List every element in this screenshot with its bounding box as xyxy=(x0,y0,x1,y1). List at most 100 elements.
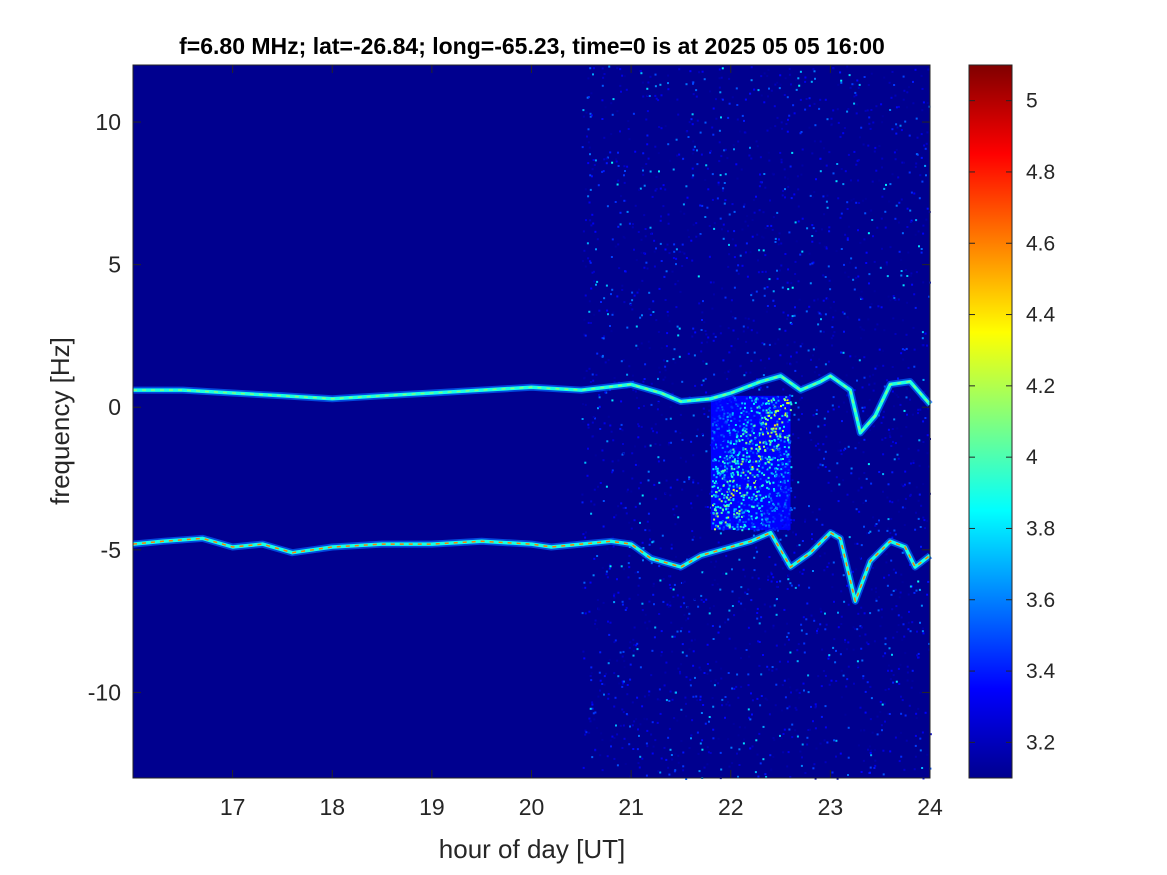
noise-speck xyxy=(722,223,725,226)
noise-speck xyxy=(915,717,918,720)
noise-speck xyxy=(584,334,587,337)
noise-speck xyxy=(727,618,730,621)
noise-speck xyxy=(762,758,765,761)
noise-speck xyxy=(621,747,624,749)
noise-speck xyxy=(925,218,928,221)
noise-speck xyxy=(731,590,734,593)
noise-speck xyxy=(860,486,863,489)
noise-speck xyxy=(685,460,687,463)
patch-speck xyxy=(716,427,719,430)
noise-speck xyxy=(764,254,767,257)
noise-speck xyxy=(699,131,702,134)
noise-speck xyxy=(892,636,895,639)
noise-speck xyxy=(692,82,694,85)
noise-speck xyxy=(878,519,880,522)
noise-speck xyxy=(793,413,796,416)
noise-speck xyxy=(899,124,902,127)
noise-speck xyxy=(824,98,827,101)
patch-speck xyxy=(786,436,789,439)
noise-speck xyxy=(824,363,827,366)
noise-speck xyxy=(768,713,771,716)
noise-speck xyxy=(920,604,923,607)
noise-speck xyxy=(617,225,620,228)
noise-speck xyxy=(612,439,615,442)
patch-speck xyxy=(712,459,715,462)
patch-speck xyxy=(768,503,770,506)
noise-speck xyxy=(852,500,855,503)
noise-speck xyxy=(685,130,688,133)
noise-speck xyxy=(891,70,894,73)
noise-speck xyxy=(693,598,696,601)
patch-speck xyxy=(788,434,791,437)
patch-speck xyxy=(754,498,757,501)
noise-speck xyxy=(710,393,713,395)
noise-speck xyxy=(659,187,662,190)
noise-speck xyxy=(874,328,877,331)
patch-speck xyxy=(727,458,730,461)
patch-speck xyxy=(723,476,726,479)
noise-speck xyxy=(619,130,621,133)
noise-speck xyxy=(786,622,789,625)
patch-speck xyxy=(712,401,715,404)
noise-speck xyxy=(644,228,647,230)
noise-speck xyxy=(839,653,842,656)
patch-speck xyxy=(721,425,724,428)
noise-speck xyxy=(779,74,782,77)
patch-speck xyxy=(738,437,741,440)
noise-speck xyxy=(591,701,594,704)
patch-speck xyxy=(723,412,726,415)
noise-speck xyxy=(921,627,924,630)
noise-speck xyxy=(624,609,627,611)
patch-speck xyxy=(759,441,762,444)
noise-speck xyxy=(691,167,694,170)
patch-speck xyxy=(722,469,724,472)
patch-speck xyxy=(743,413,745,416)
noise-speck xyxy=(837,405,840,408)
patch-speck xyxy=(785,526,788,528)
noise-speck xyxy=(871,731,874,734)
noise-speck xyxy=(654,626,657,629)
patch-speck xyxy=(790,403,793,406)
patch-speck xyxy=(766,524,769,527)
noise-speck xyxy=(856,79,859,82)
y-tick-label: 10 xyxy=(95,109,121,135)
noise-speck xyxy=(692,414,695,417)
noise-speck xyxy=(926,131,929,134)
noise-speck xyxy=(645,163,648,165)
noise-speck xyxy=(889,109,892,111)
patch-speck xyxy=(784,469,787,472)
noise-speck xyxy=(891,173,894,176)
noise-speck xyxy=(645,742,648,745)
noise-speck xyxy=(843,600,846,603)
noise-speck xyxy=(894,94,897,97)
patch-speck xyxy=(759,506,762,509)
noise-speck xyxy=(695,695,698,698)
noise-speck xyxy=(611,113,614,116)
noise-speck xyxy=(718,625,721,628)
noise-speck xyxy=(774,704,777,707)
patch-speck xyxy=(740,495,743,498)
patch-speck xyxy=(732,448,735,451)
noise-speck xyxy=(593,270,595,273)
noise-speck xyxy=(845,374,848,377)
noise-speck xyxy=(890,669,893,672)
noise-speck xyxy=(673,250,676,253)
noise-speck xyxy=(704,722,707,725)
noise-speck xyxy=(864,633,867,636)
noise-speck xyxy=(706,643,709,646)
noise-speck xyxy=(725,703,728,706)
noise-speck xyxy=(747,708,750,711)
noise-speck xyxy=(788,231,791,234)
noise-speck xyxy=(713,222,716,225)
noise-speck xyxy=(674,691,677,694)
noise-speck xyxy=(612,536,615,539)
patch-speck xyxy=(736,512,739,515)
noise-speck xyxy=(873,382,876,385)
noise-speck xyxy=(817,442,820,445)
patch-speck xyxy=(770,411,773,414)
noise-speck xyxy=(886,529,889,532)
noise-speck xyxy=(703,766,706,769)
patch-speck xyxy=(726,430,729,432)
noise-speck xyxy=(665,758,668,761)
patch-speck xyxy=(756,462,759,464)
